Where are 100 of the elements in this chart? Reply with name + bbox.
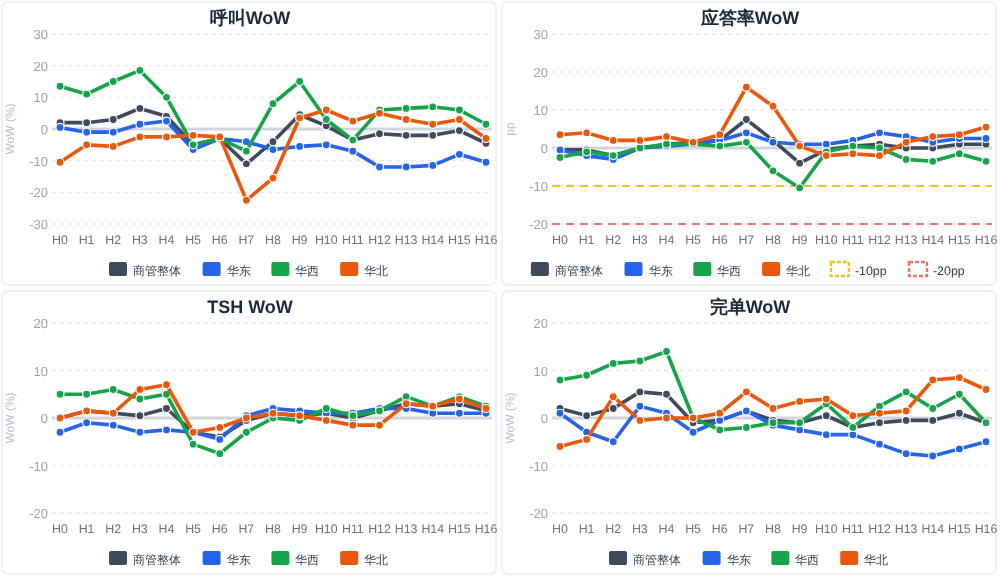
- point: [901, 415, 911, 425]
- point: [374, 420, 385, 430]
- point: [582, 411, 592, 421]
- point: [188, 439, 198, 449]
- point: [874, 128, 885, 138]
- point: [82, 118, 92, 128]
- point: [268, 137, 278, 147]
- point: [348, 420, 358, 430]
- point: [555, 441, 565, 452]
- point: [981, 384, 991, 395]
- point: [215, 422, 225, 433]
- point: [428, 130, 438, 140]
- point: [108, 76, 118, 87]
- point: [901, 449, 911, 459]
- point: [954, 373, 964, 383]
- point: [161, 425, 172, 435]
- point: [715, 408, 725, 418]
- point: [768, 101, 778, 111]
- point: [661, 132, 672, 142]
- point: [161, 132, 172, 142]
- point: [82, 389, 92, 399]
- point: [374, 162, 385, 172]
- point: [321, 415, 331, 425]
- point: [555, 408, 565, 418]
- point: [741, 128, 751, 138]
- point: [635, 387, 645, 397]
- point: [928, 403, 938, 414]
- point: [582, 128, 592, 138]
- point: [608, 135, 618, 145]
- point: [481, 119, 491, 129]
- point: [108, 384, 118, 395]
- chart-title: 完单WoW: [709, 297, 792, 317]
- point: [635, 415, 645, 425]
- point: [981, 437, 991, 447]
- point: [135, 394, 145, 404]
- point: [241, 195, 251, 205]
- point: [768, 403, 778, 414]
- point: [348, 116, 358, 126]
- point: [635, 356, 645, 366]
- point: [108, 127, 118, 137]
- point: [874, 408, 885, 418]
- point: [954, 444, 964, 454]
- point: [241, 159, 251, 169]
- point: [268, 173, 278, 183]
- point: [321, 403, 331, 414]
- point: [928, 375, 938, 385]
- point: [821, 411, 831, 421]
- point: [928, 415, 938, 425]
- point: [321, 105, 331, 115]
- point: [241, 146, 251, 156]
- point: [901, 406, 911, 416]
- point: [55, 122, 65, 133]
- point: [55, 427, 65, 437]
- point: [108, 114, 118, 125]
- point: [795, 158, 805, 168]
- point: [608, 437, 618, 447]
- point: [928, 156, 938, 166]
- point: [268, 144, 278, 155]
- point: [874, 439, 885, 449]
- point: [55, 157, 65, 167]
- point: [215, 449, 225, 459]
- point: [241, 427, 251, 437]
- point: [295, 76, 305, 87]
- point: [428, 119, 438, 129]
- point: [768, 166, 778, 176]
- point: [135, 427, 145, 437]
- point: [401, 114, 411, 125]
- point: [741, 387, 751, 397]
- point: [848, 149, 858, 159]
- chart-title: 呼叫WoW: [209, 8, 292, 28]
- point: [741, 137, 751, 147]
- point: [981, 133, 991, 144]
- point: [661, 389, 672, 399]
- point: [635, 401, 645, 411]
- point: [135, 132, 145, 142]
- point: [661, 413, 672, 423]
- point: [188, 130, 198, 140]
- point: [954, 408, 964, 418]
- point: [715, 141, 725, 151]
- point: [454, 408, 464, 418]
- point: [981, 156, 991, 166]
- point: [135, 411, 145, 421]
- point: [715, 425, 725, 435]
- point: [82, 418, 92, 428]
- point: [901, 137, 911, 147]
- point: [954, 389, 964, 399]
- point: [82, 89, 92, 99]
- chart-title: 应答率WoW: [698, 8, 801, 28]
- point: [874, 418, 885, 428]
- point: [928, 132, 938, 142]
- point: [608, 392, 618, 402]
- point: [608, 403, 618, 414]
- point: [108, 420, 118, 430]
- point: [454, 105, 464, 115]
- point: [401, 130, 411, 140]
- point: [161, 92, 172, 102]
- point: [82, 127, 92, 137]
- point: [821, 394, 831, 404]
- point: [374, 129, 385, 139]
- point: [848, 411, 858, 421]
